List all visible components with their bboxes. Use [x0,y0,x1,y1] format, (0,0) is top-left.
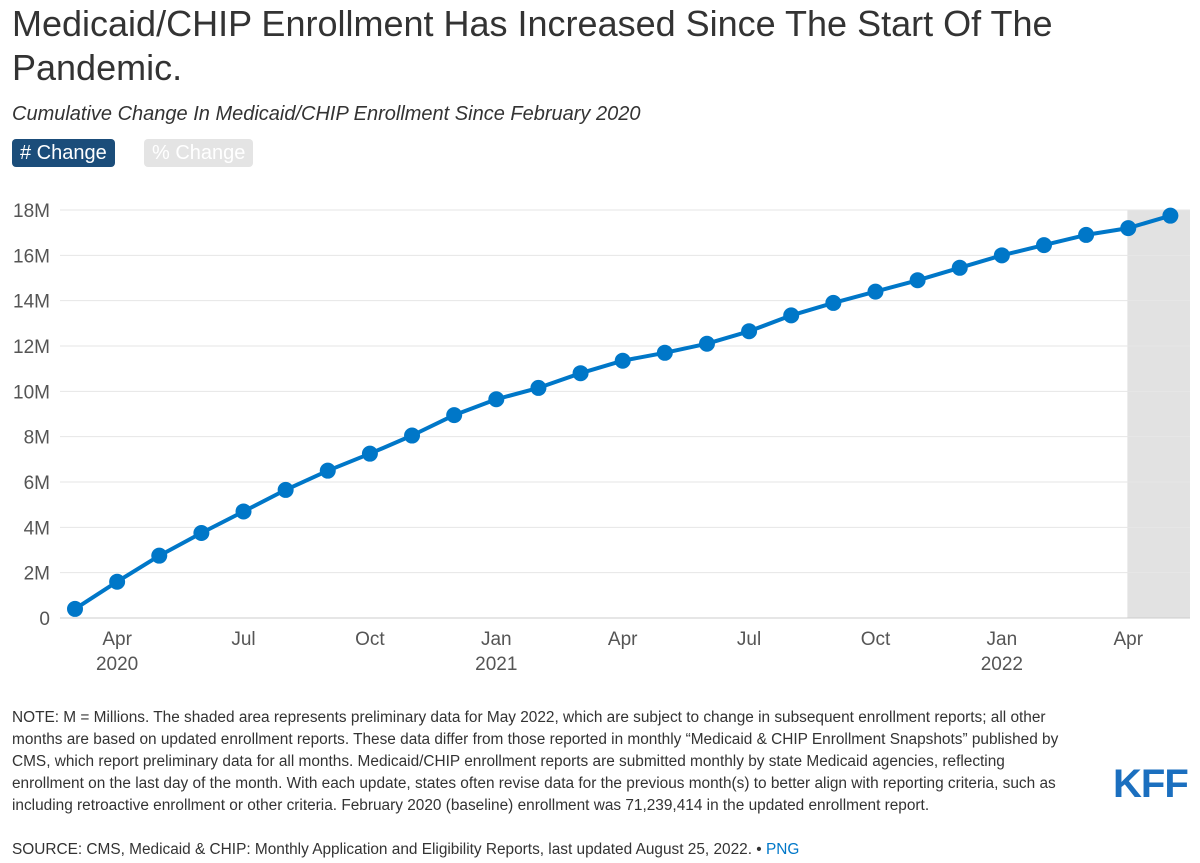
y-tick-label: 14M [13,292,50,313]
data-point [783,307,800,324]
data-point [909,272,926,289]
y-tick-label: 8M [24,428,50,449]
data-point [825,294,842,311]
data-point [446,407,463,424]
data-point [151,547,168,564]
percent-change-toggle[interactable]: % Change [144,139,254,167]
y-tick-label: 12M [13,337,50,358]
data-point [193,525,210,541]
x-tick-year-label: 2022 [981,654,1023,675]
data-point [109,573,126,590]
data-point [319,462,336,479]
x-tick-label: Oct [861,629,891,650]
x-tick-label: Apr [1113,629,1143,650]
y-tick-label: 0 [39,609,50,630]
preliminary-shaded-region [1127,210,1190,618]
x-tick-label: Jan [481,629,512,650]
x-tick-label: Oct [355,629,385,650]
y-tick-label: 6M [24,473,50,494]
enrollment-change-line [73,213,1171,611]
y-tick-label: 4M [24,518,50,539]
png-download-link[interactable]: PNG [765,841,800,858]
source-text: SOURCE: CMS, Medicaid & CHIP: Monthly Ap… [12,841,752,858]
data-point [404,427,421,444]
x-tick-year-label: 2020 [96,654,138,675]
kff-logo: KFF [1113,762,1189,806]
data-point [235,503,252,520]
x-tick-label: Jul [231,629,255,650]
y-tick-label: 16M [13,246,50,267]
data-point [698,335,715,352]
x-tick-label: Apr [102,629,132,650]
y-tick-label: 10M [13,382,50,403]
data-point [993,247,1010,264]
x-tick-year-label: 2021 [475,654,517,675]
data-point [867,283,884,300]
data-point [277,481,294,498]
x-tick-label: Jul [737,629,761,650]
data-point [530,379,547,396]
chart-note: NOTE: M = Millions. The shaded area repr… [12,709,1059,814]
x-tick-label: Jan [987,629,1018,650]
data-point [1162,207,1179,224]
data-point [572,365,589,382]
data-point [1035,237,1052,254]
y-tick-label: 2M [24,564,50,585]
data-point [67,600,83,617]
data-point [361,445,378,462]
data-point [614,352,631,369]
data-point [951,259,968,276]
source-separator: • [751,841,766,858]
number-change-toggle[interactable]: # Change [12,139,115,167]
chart-subtitle: Cumulative Change In Medicaid/CHIP Enrol… [12,103,641,125]
data-point [741,323,758,340]
y-tick-label: 18M [13,201,50,222]
enrollment-line-chart: 0 2M 4M 6M 8M 10M 12M 14M 16M 18M Apr 2020 Jul Oct Ja… [13,201,1190,675]
data-point [1078,226,1095,243]
data-point [656,344,673,361]
data-point [488,391,505,408]
chart-source: SOURCE: CMS, Medicaid & CHIP: Monthly Ap… [12,839,799,861]
x-tick-label: Apr [608,629,638,650]
chart-title: Medicaid/CHIP Enrollment Has Increased S… [12,3,1053,88]
data-point [1120,220,1137,237]
